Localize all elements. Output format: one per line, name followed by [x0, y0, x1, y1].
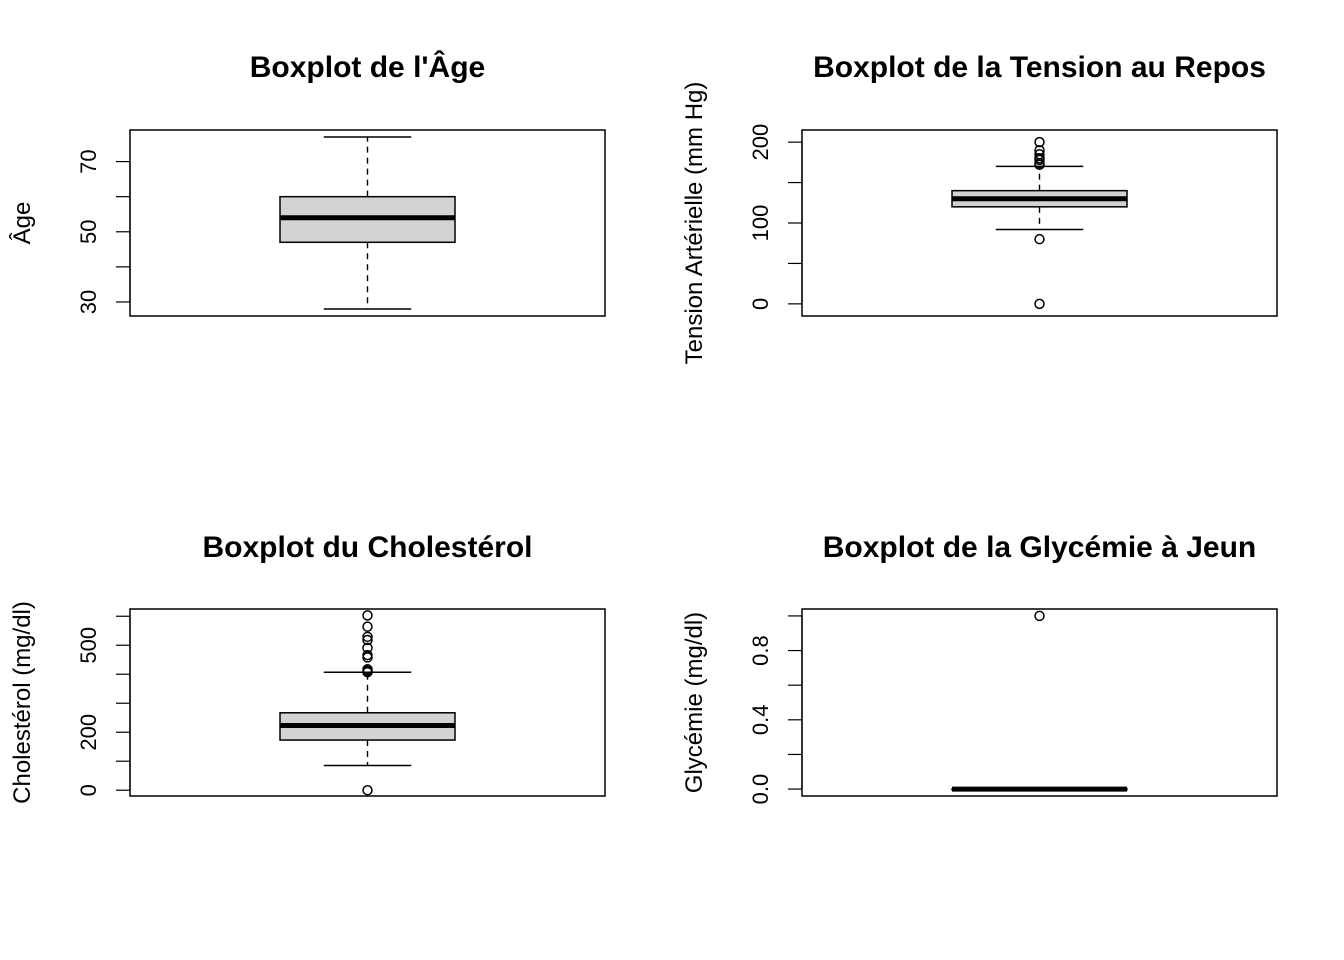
boxplot-panel-2: Boxplot de la Tension au Repos 0 100 200 Ten… — [681, 51, 1278, 365]
y-axis-label: Cholestérol (mg/dl) — [9, 601, 36, 804]
y-tick-label: 0.8 — [748, 635, 773, 666]
chart-title: Boxplot de l'Âge — [250, 50, 485, 84]
chart-title: Boxplot de la Tension au Repos — [813, 51, 1266, 84]
y-tick-label: 30 — [76, 290, 101, 314]
outlier-point — [362, 621, 373, 632]
y-tick-label: 100 — [748, 205, 773, 242]
y-tick-label: 0 — [76, 784, 101, 796]
boxplot-panel-1: Boxplot de l'Âge 30 50 70 Âge — [9, 50, 606, 317]
y-tick-label: 0 — [748, 298, 773, 310]
boxplot-panel-4: Boxplot de la Glycémie à Jeun 0.0 0.4 0.8 Gl… — [681, 531, 1278, 805]
outlier-point — [362, 664, 373, 675]
outlier-point — [362, 642, 373, 654]
outlier-point — [1034, 233, 1045, 245]
y-tick-label: 50 — [76, 220, 101, 244]
outlier-point — [362, 784, 373, 796]
outlier-point — [1034, 298, 1045, 310]
y-tick-label: 500 — [76, 627, 101, 664]
plot-frame — [129, 608, 606, 797]
outlier-point — [1034, 136, 1045, 148]
outlier-point — [362, 631, 373, 643]
y-tick-label: 0.4 — [748, 705, 773, 736]
y-tick-label: 0.0 — [748, 774, 773, 805]
y-axis-label: Tension Artérielle (mm Hg) — [681, 82, 708, 365]
chart-title: Boxplot du Cholestérol — [203, 531, 533, 564]
outlier-point — [362, 610, 373, 621]
chart-title: Boxplot de la Glycémie à Jeun — [823, 531, 1256, 564]
outlier-point — [1034, 153, 1045, 164]
outlier-point — [362, 649, 373, 661]
outlier-point — [1034, 144, 1045, 156]
y-tick-label: 200 — [76, 714, 101, 751]
y-axis-label: Glycémie (mg/dl) — [681, 612, 708, 793]
y-axis-label: Âge — [9, 202, 36, 245]
boxplot-panel-3: Boxplot du Cholestérol 0 200 500 Cholestérol… — [9, 531, 606, 804]
outlier-point — [362, 634, 373, 646]
y-tick-label: 70 — [76, 149, 101, 173]
y-tick-label: 200 — [748, 124, 773, 161]
plot-frame — [801, 608, 1278, 797]
outlier-point — [1034, 149, 1045, 160]
outlier-point — [1034, 610, 1045, 622]
